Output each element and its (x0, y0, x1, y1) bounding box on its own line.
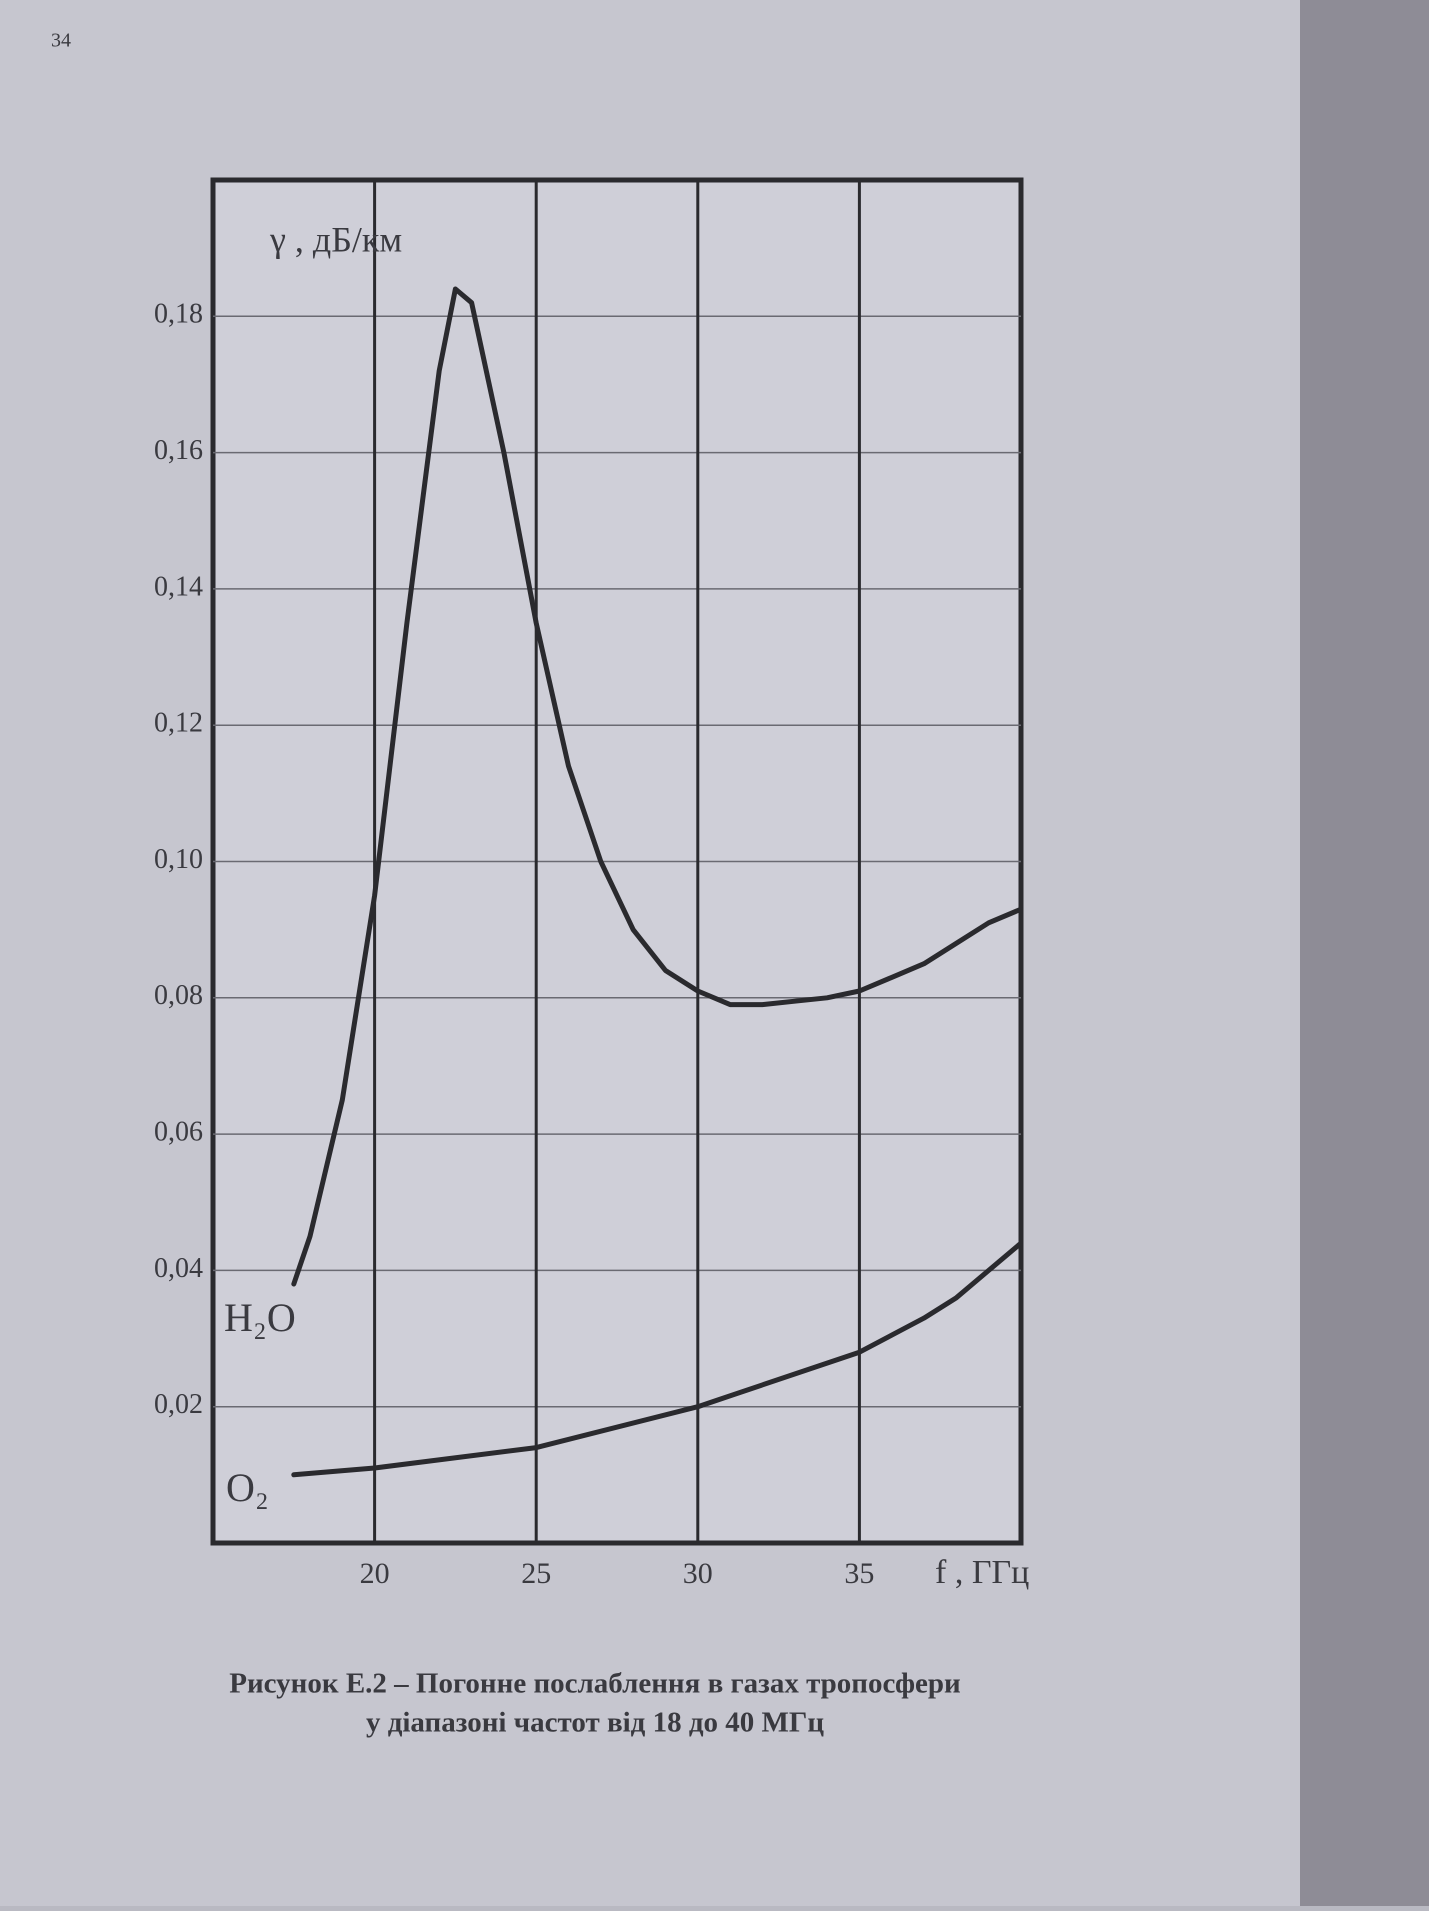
page-number: 34 (51, 30, 71, 52)
series-label: O₂ (226, 1465, 269, 1510)
x-tick-label: 25 (521, 1557, 551, 1590)
y-tick-label: 0,08 (154, 980, 203, 1011)
y-axis-label: γ , дБ/км (269, 219, 402, 259)
plot-area: 0,02 0,04 0,06 0,08 0,10 0,12 0,14 0,16 0,18 20 25… (154, 177, 1024, 1590)
series-label: H₂O (224, 1295, 296, 1340)
x-tick-label: 35 (844, 1557, 874, 1590)
y-tick-label: 0,04 (154, 1253, 203, 1284)
series-line (291, 286, 1024, 1287)
y-tick-label: 0,10 (154, 844, 203, 875)
x-tick-label: 20 (360, 1557, 390, 1590)
caption: у діапазоні частот від 18 до 40 МГц (366, 1707, 824, 1739)
y-tick-label: 0,18 (154, 299, 203, 330)
y-tick-label: 0,14 (154, 571, 203, 602)
y-tick-label: 0,16 (154, 435, 203, 466)
x-tick-label: 30 (683, 1557, 713, 1590)
y-tick-label: 0,02 (154, 1389, 203, 1420)
x-axis-label: f , ГГц (935, 1554, 1029, 1591)
y-tick-label: 0,06 (154, 1117, 203, 1148)
y-tick-label: 0,12 (154, 708, 203, 739)
next-page (1300, 0, 1429, 1906)
caption: Рисунок Е.2 – Погонне послаблення в газа… (229, 1668, 961, 1700)
series-line (291, 1240, 1024, 1478)
